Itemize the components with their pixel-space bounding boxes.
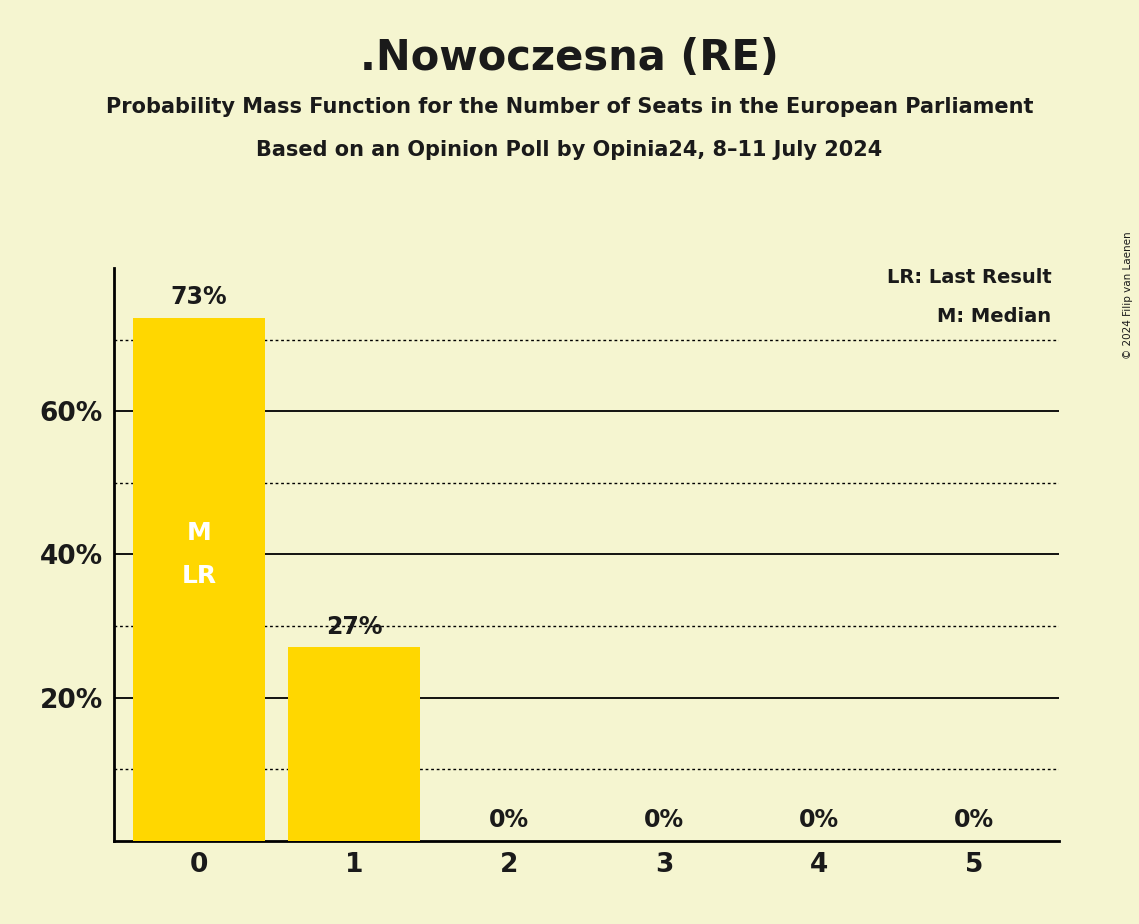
Text: 0%: 0% [798,808,839,833]
Text: 0%: 0% [954,808,994,833]
Text: 0%: 0% [489,808,530,833]
Bar [288,648,420,841]
Text: LR: Last Result: LR: Last Result [887,268,1051,287]
Text: © 2024 Filip van Laenen: © 2024 Filip van Laenen [1123,231,1133,359]
Text: LR: LR [181,564,216,588]
Text: M: M [187,521,212,545]
Text: 27%: 27% [326,614,383,638]
Text: Based on an Opinion Poll by Opinia24, 8–11 July 2024: Based on an Opinion Poll by Opinia24, 8–… [256,140,883,161]
Text: Probability Mass Function for the Number of Seats in the European Parliament: Probability Mass Function for the Number… [106,97,1033,117]
Text: M: Median: M: Median [937,308,1051,326]
Bar [133,318,265,841]
Text: .Nowoczesna (RE): .Nowoczesna (RE) [360,37,779,79]
Text: 73%: 73% [171,286,228,310]
Text: 0%: 0% [644,808,685,833]
